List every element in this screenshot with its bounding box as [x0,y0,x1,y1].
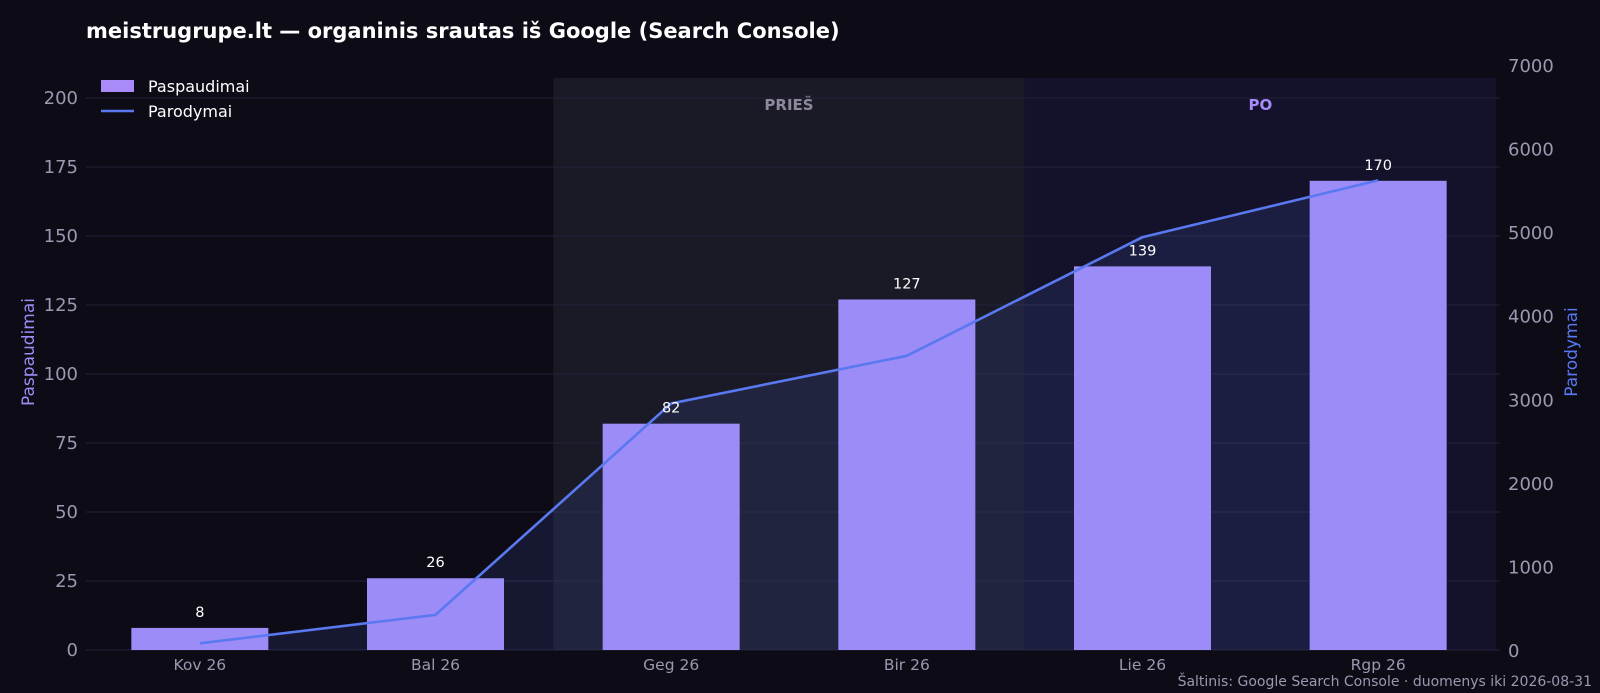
y2-tick-label: 2000 [1508,474,1554,495]
data-label: 8 [195,605,204,621]
y-tick-label: 175 [44,157,78,178]
y2-axis-label: Parodymai [1562,307,1582,396]
bar-paspaudimai-rgp-26 [1309,180,1447,651]
bar-paspaudimai-bir-26 [838,299,976,650]
y-tick-label: 150 [44,226,78,247]
legend: Paspaudimai Parodymai [101,77,250,121]
y2-tick-label: 3000 [1508,390,1554,411]
x-tick-label: Kov 26 [173,656,226,674]
x-tick-label: Geg 26 [643,656,699,674]
legend-label-paspaudimai: Paspaudimai [148,77,250,96]
y-tick-label: 75 [55,433,78,454]
y-tick-label: 125 [44,295,78,316]
data-label: 139 [1129,243,1157,259]
y2-tick-label: 6000 [1508,140,1554,161]
data-label: 127 [893,276,921,292]
y-axis-label: Paspaudimai [19,298,39,406]
data-label: 82 [662,401,680,417]
data-label: 26 [426,555,444,571]
x-tick-label: Lie 26 [1119,656,1166,674]
x-tick-label: Bal 26 [411,656,460,674]
bar-paspaudimai-kov-26 [131,627,269,650]
y-tick-label: 0 [67,640,78,661]
y2-tick-label: 5000 [1508,223,1554,244]
y-tick-label: 25 [55,571,78,592]
y2-tick-label: 0 [1508,641,1519,662]
x-tick-label: Bir 26 [884,656,930,674]
y2-tick-label: 1000 [1508,557,1554,578]
y-tick-label: 200 [44,88,78,109]
source-note: Šaltinis: Google Search Console · duomen… [1178,672,1592,690]
legend-swatch-paspaudimai [101,80,134,92]
line-parodymai [199,179,1379,645]
bar-paspaudimai-lie-26 [1074,266,1211,650]
y2-tick-label: 4000 [1508,307,1554,328]
region-label-before: PRIEŠ [764,95,813,114]
chart-title: meistrugrupe.lt — organinis srautas iš G… [86,19,840,43]
legend-label-parodymai: Parodymai [148,102,232,121]
region-label-after: PO [1248,96,1272,114]
x-tick-label: Rgp 26 [1351,656,1406,674]
y-tick-label: 50 [55,502,78,523]
bar-paspaudimai-geg-26 [602,423,740,650]
y2-tick-label: 7000 [1508,56,1554,77]
y-tick-label: 100 [44,364,78,385]
data-label: 170 [1364,158,1392,174]
